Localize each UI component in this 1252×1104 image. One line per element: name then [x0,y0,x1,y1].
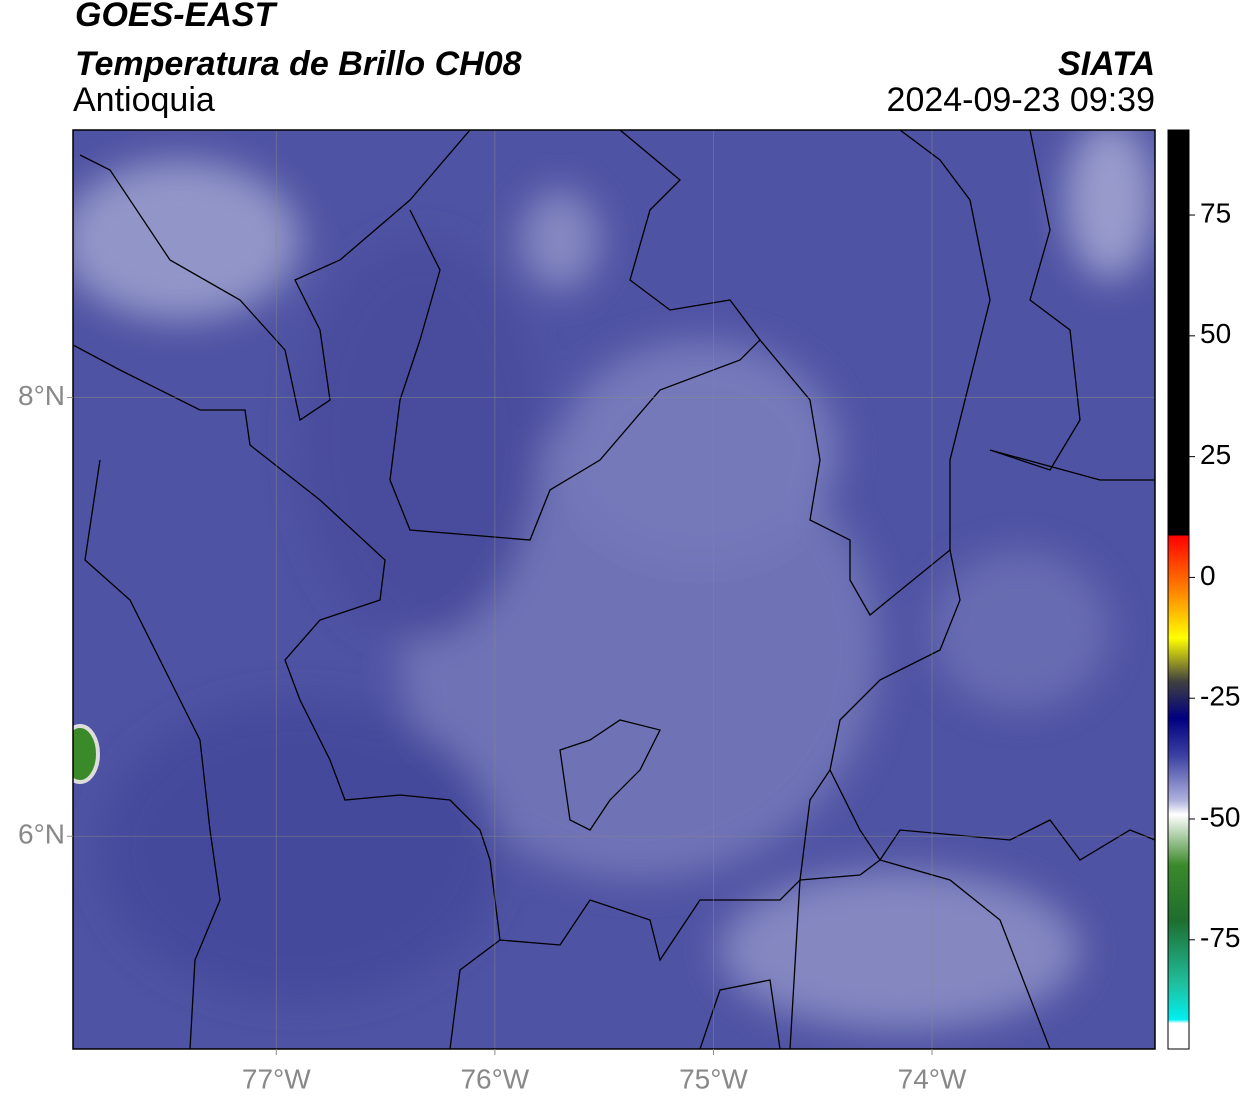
colorbar [1167,129,1190,1050]
colorbar-tick-label: -75 [1200,922,1240,953]
source: SIATA [1058,45,1155,83]
datetime: 2024-09-23 09:39 [887,81,1155,119]
axes: 77°W 76°W 75°W 74°W 8°N 6°N 75 50 25 0 -25 -50 -75 [18,197,1240,1094]
y-tick-label: 8°N [18,380,65,411]
region: Antioquia [73,81,215,119]
colorbar-tick-label: -25 [1200,681,1240,712]
x-tick-label: 74°W [898,1063,967,1094]
x-tick-label: 77°W [242,1063,311,1094]
x-tick-label: 76°W [460,1063,529,1094]
subtitle: Temperatura de Brillo CH08 [75,45,522,83]
colorbar-tick-label: 75 [1200,197,1231,228]
x-tick-label: 75°W [679,1063,748,1094]
title: GOES-EAST [75,0,278,34]
map-frame [72,129,1156,1050]
map-image [73,130,1155,1049]
grid [73,130,1155,1049]
colorbar-tick-label: 50 [1200,318,1231,349]
colorbar-tick-label: 0 [1200,560,1216,591]
colorbar-tick-label: 25 [1200,439,1231,470]
colorbar-tick-label: -50 [1200,801,1240,832]
y-tick-label: 6°N [18,819,65,850]
